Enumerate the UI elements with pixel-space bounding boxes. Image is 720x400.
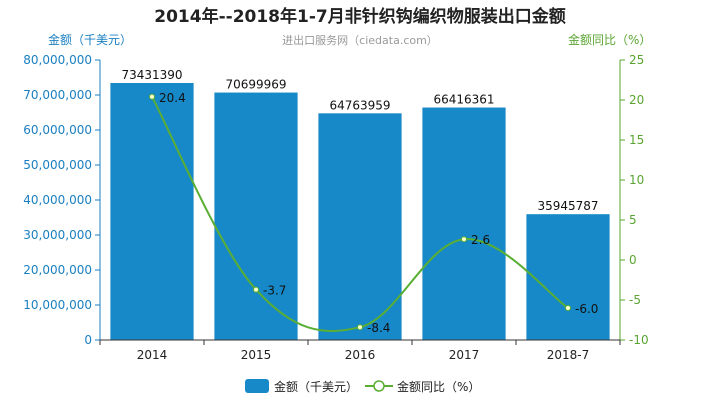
growth-point bbox=[253, 286, 259, 293]
left-axis-tick-label: 50,000,000 bbox=[23, 158, 92, 172]
watermark: 进出口服务网（ciedata.com） bbox=[282, 33, 438, 47]
growth-point bbox=[461, 236, 467, 243]
data-labels: 73431390 70699969 64763959 66416361 35945787… bbox=[121, 68, 598, 335]
left-axis-label: 金额（千美元） bbox=[48, 32, 132, 47]
right-axis-label: 金额同比（%） bbox=[568, 32, 651, 47]
left-axis-tick-label: 40,000,000 bbox=[23, 193, 92, 207]
growth-value-label: 2.6 bbox=[471, 233, 490, 247]
left-axis-tick-label: 0 bbox=[84, 333, 92, 347]
bar-value-label: 70699969 bbox=[225, 78, 286, 92]
bar bbox=[110, 82, 194, 340]
left-axis-tick-label: 60,000,000 bbox=[23, 123, 92, 137]
left-axis-tick-label: 10,000,000 bbox=[23, 298, 92, 312]
growth-point bbox=[149, 93, 155, 100]
right-axis-tick-label: 15 bbox=[629, 133, 644, 147]
right-axis-tick-label: 0 bbox=[629, 253, 637, 267]
right-axis-tick-label: -10 bbox=[629, 333, 649, 347]
growth-value-label: -3.7 bbox=[263, 284, 286, 298]
growth-point bbox=[565, 305, 571, 311]
bar bbox=[214, 92, 298, 340]
growth-point bbox=[357, 324, 363, 331]
legend-line-marker bbox=[373, 380, 385, 392]
x-axis-tick-label: 2018-7 bbox=[547, 348, 590, 362]
right-axis-tick-label: 5 bbox=[629, 213, 637, 227]
legend-bar-label: 金额（千美元） bbox=[274, 379, 358, 394]
growth-value-label: -8.4 bbox=[367, 321, 390, 335]
growth-value-label: -6.0 bbox=[575, 302, 598, 316]
legend-line-label: 金额同比（%） bbox=[397, 379, 480, 394]
right-axis-tick-label: 25 bbox=[629, 53, 644, 67]
left-axis-tick-label: 30,000,000 bbox=[23, 228, 92, 242]
x-axis-tick-label: 2016 bbox=[345, 348, 376, 362]
line-series bbox=[149, 93, 571, 332]
chart-title: 2014年--2018年1-7月非针织钩编织物服装出口金额 bbox=[154, 6, 565, 27]
bar-value-label: 64763959 bbox=[329, 98, 390, 112]
growth-value-label: 20.4 bbox=[159, 91, 186, 105]
axes: 0 10,000,000 20,000,000 30,000,000 40,000,00… bbox=[23, 53, 648, 362]
legend: 金额（千美元） 金额同比（%） bbox=[245, 379, 480, 394]
bar-value-label: 35945787 bbox=[537, 199, 598, 213]
bar-value-label: 66416361 bbox=[433, 93, 494, 107]
right-axis-tick-label: 20 bbox=[629, 93, 644, 107]
legend-bar-swatch bbox=[245, 379, 269, 393]
bar bbox=[318, 113, 402, 340]
x-axis-tick-label: 2014 bbox=[137, 348, 168, 362]
bar bbox=[422, 107, 506, 340]
bar-value-label: 73431390 bbox=[121, 68, 182, 82]
left-axis-tick-label: 80,000,000 bbox=[23, 53, 92, 67]
right-axis-tick-label: -5 bbox=[629, 293, 641, 307]
bar-series bbox=[110, 82, 610, 340]
right-axis-tick-label: 10 bbox=[629, 173, 644, 187]
x-axis-tick-label: 2015 bbox=[241, 348, 272, 362]
left-axis-tick-label: 20,000,000 bbox=[23, 263, 92, 277]
x-axis-tick-label: 2017 bbox=[449, 348, 480, 362]
left-axis-tick-label: 70,000,000 bbox=[23, 88, 92, 102]
bar bbox=[526, 214, 610, 340]
